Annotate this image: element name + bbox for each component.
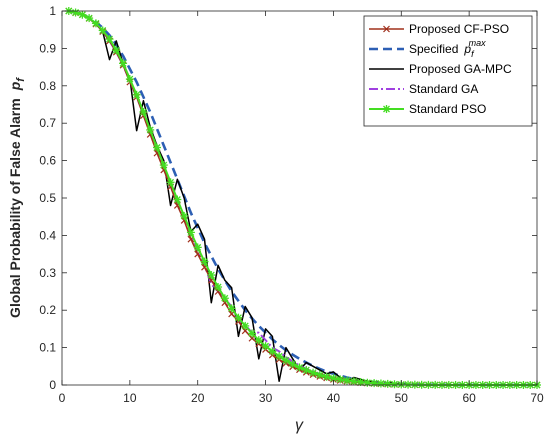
data-point-standard-pso [125, 75, 134, 84]
y-axis-label-text: Global Probability of False Alarm [7, 98, 23, 318]
data-point-standard-pso [322, 372, 331, 381]
x-tick-label: 0 [59, 391, 66, 405]
data-point-standard-pso [214, 283, 223, 292]
legend-item-standard-pso: Standard PSO [369, 102, 486, 116]
x-tick-label: 50 [395, 391, 409, 405]
data-point-standard-pso [275, 352, 284, 361]
data-point-standard-pso [159, 161, 168, 170]
data-point-standard-pso [288, 360, 297, 369]
y-axis-label: Global Probability of False Alarm pf [7, 77, 27, 318]
y-tick-label: 0.8 [39, 79, 56, 93]
data-point-standard-pso [268, 347, 277, 356]
data-point-standard-pso [302, 366, 311, 375]
axes-layer: 0 10 20 30 40 50 60 70 0 0.1 0.2 0.3 0.4 0.5 0.6 0.7 0.8… [39, 4, 544, 405]
data-point-standard-pso [234, 313, 243, 322]
legend-label-standard-ga: Standard GA [409, 82, 478, 96]
data-point-standard-pso [166, 178, 175, 187]
y-tick-label: 0.4 [39, 228, 56, 242]
data-point-standard-pso [390, 380, 399, 389]
data-point-standard-pso [329, 374, 338, 383]
y-axis-label-symbol: p [7, 81, 23, 91]
data-point-standard-pso [119, 59, 128, 68]
data-point-standard-pso [85, 14, 94, 23]
data-point-standard-pso [343, 376, 351, 385]
x-tick-label: 30 [259, 391, 273, 405]
x-tick-label: 70 [530, 391, 544, 405]
data-point-standard-pso [200, 257, 209, 266]
data-point-standard-pso [186, 228, 195, 237]
data-point-standard-pso [91, 19, 100, 28]
data-point-standard-pso [281, 356, 290, 365]
y-tick-label: 0.1 [39, 341, 56, 355]
y-tick-label: 0.7 [39, 116, 56, 130]
data-point-standard-pso [180, 211, 189, 220]
data-point-standard-pso [132, 90, 141, 99]
legend: Proposed CF-PSO Specified pfmax Proposed GA… [363, 15, 533, 127]
x-tick-label: 40 [327, 391, 341, 405]
data-point-standard-pso [241, 321, 250, 330]
y-tick-label: 0.3 [39, 266, 56, 280]
data-point-standard-pso [139, 107, 148, 116]
legend-item-proposed-ga-mpc: Proposed GA-MPC [369, 62, 512, 76]
legend-item-standard-ga: Standard GA [369, 82, 478, 96]
legend-item-proposed-cf-pso: Proposed CF-PSO [369, 22, 509, 36]
legend-marker-proposed-cf-pso [383, 25, 390, 33]
data-point-standard-pso [98, 26, 107, 35]
y-tick-label: 0 [49, 378, 56, 392]
x-tick-label: 10 [123, 391, 137, 405]
data-point-standard-pso [220, 294, 229, 303]
y-tick-label: 0.9 [39, 41, 56, 55]
data-point-standard-pso [376, 379, 385, 388]
legend-label-standard-pso: Standard PSO [409, 102, 486, 116]
x-tick-label: 60 [462, 391, 476, 405]
data-point-standard-pso [207, 271, 216, 280]
data-point-standard-pso [227, 304, 236, 313]
y-tick-label: 0.6 [39, 154, 56, 168]
legend-marker-standard-pso [382, 105, 391, 113]
data-point-standard-pso [315, 370, 324, 379]
data-point-standard-pso [295, 363, 304, 372]
data-point-standard-pso [146, 125, 155, 134]
y-tick-label: 1 [49, 4, 56, 18]
legend-box [363, 15, 533, 127]
data-point-standard-pso [173, 195, 182, 204]
data-point-standard-pso [349, 377, 358, 386]
data-point-standard-pso [112, 46, 121, 55]
data-point-standard-pso [309, 368, 318, 377]
y-tick-label: 0.5 [39, 191, 56, 205]
x-axis-label: γ [295, 417, 304, 434]
legend-label-proposed-ga-mpc: Proposed GA-MPC [409, 62, 512, 76]
legend-items: Proposed CF-PSO Specified pfmax Proposed GA… [369, 22, 512, 116]
data-point-standard-pso [248, 329, 256, 338]
data-point-standard-pso [254, 336, 263, 345]
data-point-standard-pso [336, 375, 345, 384]
y-tick-label: 0.2 [39, 303, 56, 317]
data-point-standard-pso [193, 243, 202, 252]
data-point-standard-pso [105, 35, 114, 44]
legend-item-specified: Specified pfmax [369, 38, 486, 59]
x-tick-label: 20 [191, 391, 205, 405]
data-point-standard-pso [78, 10, 87, 19]
y-axis-label-symbol-sub: f [15, 77, 27, 82]
data-point-standard-pso [153, 143, 161, 152]
data-point-standard-pso [71, 8, 80, 17]
data-point-standard-pso [261, 342, 270, 351]
data-point-standard-pso [383, 379, 392, 388]
legend-label-proposed-cf-pso: Proposed CF-PSO [409, 22, 509, 36]
legend-label-specified: Specified pfmax [409, 38, 486, 59]
